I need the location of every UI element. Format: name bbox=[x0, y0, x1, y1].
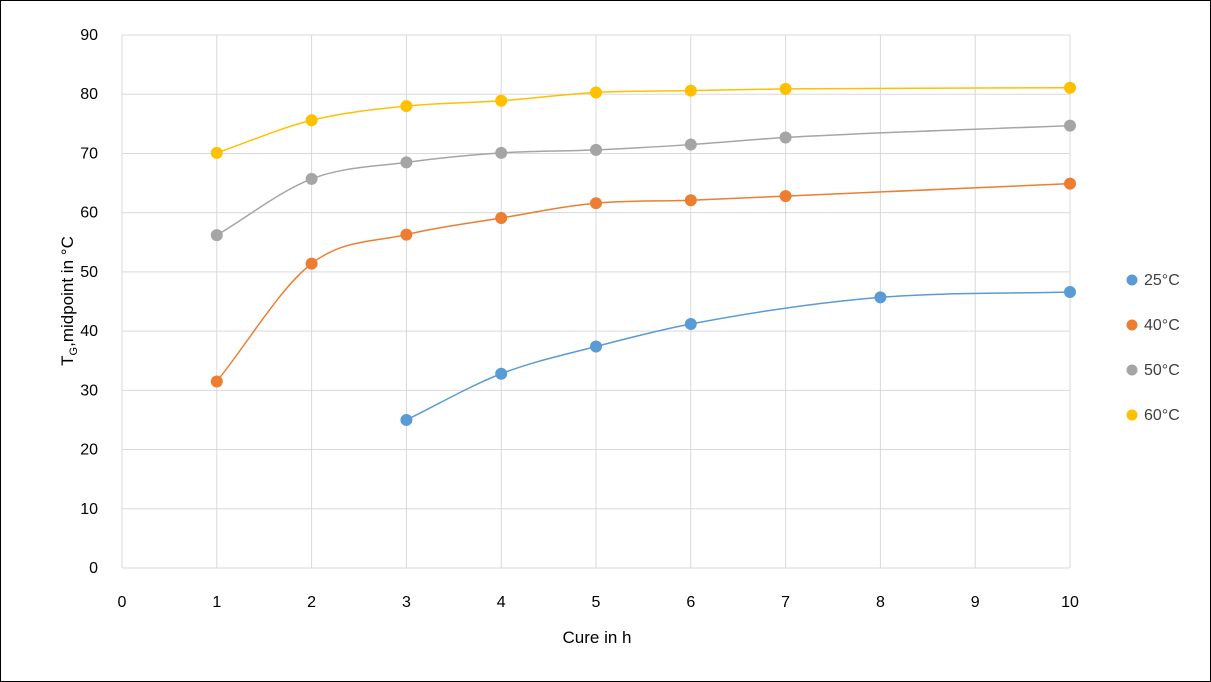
y-tick-label: 40 bbox=[80, 323, 98, 340]
legend-label: 40°C bbox=[1144, 317, 1180, 334]
y-tick-label: 20 bbox=[80, 442, 98, 459]
data-point bbox=[495, 146, 508, 159]
x-tick-label: 10 bbox=[1061, 594, 1079, 611]
data-point bbox=[1064, 119, 1076, 132]
x-tick-label: 2 bbox=[307, 594, 316, 611]
x-tick-label: 3 bbox=[402, 594, 411, 611]
legend-marker bbox=[1126, 274, 1138, 286]
data-point bbox=[210, 146, 223, 159]
x-tick-label: 6 bbox=[686, 594, 695, 611]
data-point bbox=[210, 229, 223, 242]
y-tick-labels: 0 10 20 30 40 50 60 70 80 90 bbox=[80, 27, 98, 577]
y-axis-title-main: T bbox=[58, 355, 77, 365]
data-point bbox=[590, 143, 602, 156]
data-point bbox=[305, 257, 318, 270]
x-tick-label: 7 bbox=[781, 594, 790, 611]
data-point bbox=[779, 131, 792, 144]
y-tick-label: 30 bbox=[80, 382, 98, 399]
x-tick-label: 1 bbox=[212, 594, 221, 611]
data-point bbox=[1064, 81, 1076, 94]
data-point bbox=[400, 100, 413, 113]
data-point bbox=[305, 172, 318, 185]
trendline bbox=[216, 182, 1071, 382]
x-tick-label: 8 bbox=[876, 594, 885, 611]
data-point bbox=[400, 156, 413, 169]
x-tick-label: 4 bbox=[497, 594, 506, 611]
data-point bbox=[779, 82, 792, 95]
data-points bbox=[210, 81, 1076, 426]
legend: 25°C 40°C 50°C 60°C bbox=[1126, 272, 1180, 424]
trendline bbox=[216, 86, 1071, 154]
data-point bbox=[684, 194, 697, 207]
x-axis-title: Cure in h bbox=[563, 628, 632, 647]
data-point bbox=[400, 413, 413, 426]
legend-marker bbox=[1126, 319, 1138, 331]
y-tick-label: 70 bbox=[80, 145, 98, 162]
y-tick-label: 0 bbox=[89, 560, 98, 577]
data-point bbox=[590, 86, 602, 99]
y-axis-title-rest: ,midpoint in °C bbox=[58, 236, 77, 347]
data-point bbox=[1064, 177, 1076, 190]
data-point bbox=[590, 340, 602, 353]
data-point bbox=[874, 291, 887, 304]
y-tick-label: 10 bbox=[80, 501, 98, 518]
y-axis-title-subscript: G bbox=[68, 347, 80, 356]
trendlines bbox=[216, 86, 1071, 421]
x-tick-labels: 0 1 2 3 4 5 6 7 8 9 10 bbox=[118, 594, 1079, 611]
x-tick-label: 9 bbox=[971, 594, 980, 611]
data-point bbox=[210, 375, 223, 388]
gridlines bbox=[121, 34, 1071, 569]
data-point bbox=[779, 190, 792, 203]
legend-marker bbox=[1126, 364, 1138, 376]
legend-marker bbox=[1126, 409, 1138, 421]
legend-label: 25°C bbox=[1144, 272, 1180, 289]
y-axis-title: TG,midpoint in °C bbox=[58, 236, 80, 366]
data-point bbox=[1064, 286, 1076, 299]
x-tick-label: 5 bbox=[592, 594, 601, 611]
data-point bbox=[684, 318, 697, 331]
y-tick-label: 90 bbox=[80, 27, 98, 44]
x-tick-label: 0 bbox=[118, 594, 127, 611]
legend-label: 50°C bbox=[1144, 362, 1180, 379]
y-tick-label: 80 bbox=[80, 86, 98, 103]
data-point bbox=[495, 367, 508, 380]
y-tick-label: 60 bbox=[80, 205, 98, 222]
data-point bbox=[495, 94, 508, 107]
data-point bbox=[495, 211, 508, 224]
data-point bbox=[684, 84, 697, 97]
trendline bbox=[406, 291, 1071, 421]
y-tick-label: 50 bbox=[80, 264, 98, 281]
data-point bbox=[305, 114, 318, 127]
data-point bbox=[400, 228, 413, 241]
data-point bbox=[590, 197, 602, 210]
legend-label: 60°C bbox=[1144, 407, 1180, 424]
trendline bbox=[216, 124, 1071, 236]
data-point bbox=[684, 138, 697, 151]
